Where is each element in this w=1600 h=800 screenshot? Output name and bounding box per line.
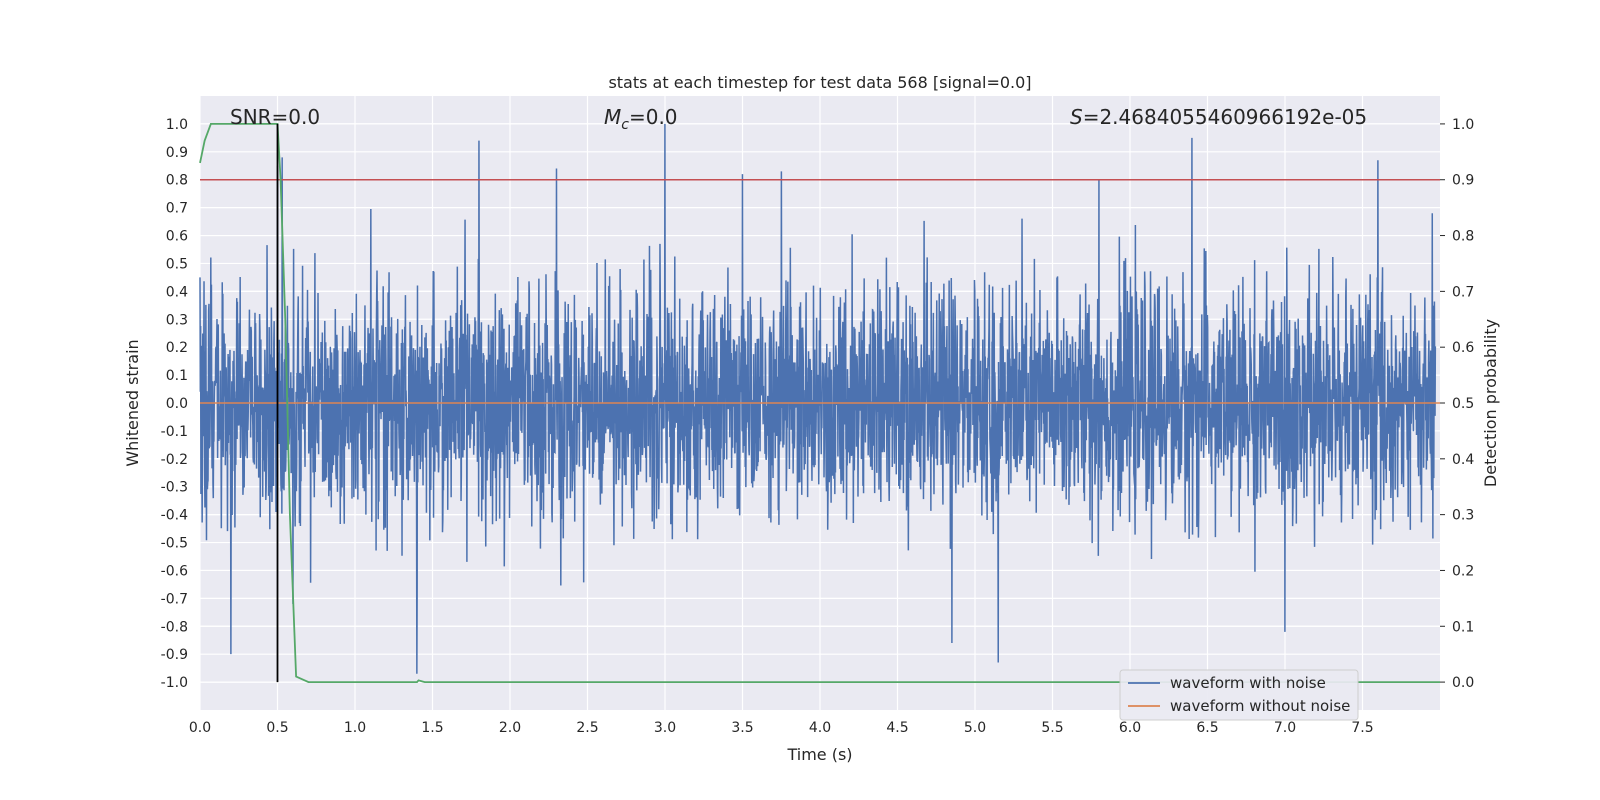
- y-tick-label: 0.9: [166, 145, 188, 161]
- y2-tick-label: 0.0: [1452, 675, 1474, 691]
- x-tick-label: 0.0: [189, 720, 211, 736]
- x-axis-label: Time (s): [786, 745, 852, 764]
- y-tick-label: -0.1: [161, 424, 188, 440]
- x-tick-label: 7.0: [1274, 720, 1296, 736]
- y-tick-label: -1.0: [161, 675, 188, 691]
- snr-annotation: SNR=0.0: [230, 105, 320, 129]
- x-tick-label: 3.0: [654, 720, 676, 736]
- y-tick-label: -0.9: [161, 647, 188, 663]
- y-tick-label: -0.6: [161, 563, 188, 579]
- y2-tick-label: 0.3: [1452, 508, 1474, 524]
- plot-content: [199, 123, 1440, 683]
- y-tick-label: 0.5: [166, 256, 188, 272]
- x-tick-label: 7.5: [1351, 720, 1373, 736]
- y-tick-label: 0.7: [166, 201, 188, 217]
- y2-tick-label: 0.7: [1452, 284, 1474, 300]
- x-tick-label: 6.0: [1119, 720, 1141, 736]
- y2-tick-label: 0.5: [1452, 396, 1474, 412]
- x-tick-label: 2.5: [576, 720, 598, 736]
- y2-tick-label: 0.1: [1452, 619, 1474, 635]
- y-tick-label: 0.0: [166, 396, 188, 412]
- x-tick-label: 4.5: [886, 720, 908, 736]
- x-tick-label: 5.0: [964, 720, 986, 736]
- y-tick-label: -0.2: [161, 452, 188, 468]
- y-axis-label: Whitened strain: [123, 339, 142, 466]
- y-tick-label: -0.4: [161, 508, 188, 524]
- y2-tick-label: 0.2: [1452, 563, 1474, 579]
- score-annotation: S=2.4684055460966192e-05: [1070, 105, 1367, 129]
- chart-title: stats at each timestep for test data 568…: [608, 73, 1031, 92]
- chirp-mass-subscript: c: [621, 117, 629, 133]
- legend: waveform with noise waveform without noi…: [1119, 669, 1359, 721]
- y-tick-label: -0.5: [161, 536, 188, 552]
- x-tick-label: 6.5: [1196, 720, 1218, 736]
- chirp-mass-value: =0.0: [629, 105, 678, 129]
- chirp-mass-annotation: Mc=0.0: [604, 105, 678, 133]
- legend-label-clean: waveform without noise: [1170, 697, 1350, 715]
- y2-tick-label: 0.9: [1452, 173, 1474, 189]
- x-tick-label: 5.5: [1041, 720, 1063, 736]
- y-tick-label: -0.3: [161, 480, 188, 496]
- y-tick-label: 0.4: [166, 284, 188, 300]
- x-tick-label: 4.0: [809, 720, 831, 736]
- y-tick-label: 1.0: [166, 117, 188, 133]
- score-value: =2.4684055460966192e-05: [1083, 105, 1367, 129]
- x-tick-label: 1.5: [421, 720, 443, 736]
- series-waveform-with-noise: [199, 123, 1437, 674]
- legend-box: [1119, 669, 1359, 721]
- x-tick-label: 1.0: [344, 720, 366, 736]
- y-tick-label: 0.2: [166, 340, 188, 356]
- y2-tick-label: 1.0: [1452, 117, 1474, 133]
- legend-label-noisy: waveform with noise: [1170, 674, 1326, 692]
- score-symbol: S: [1070, 105, 1083, 129]
- y-tick-label: -0.8: [161, 619, 188, 635]
- y-tick-label: 0.1: [166, 368, 188, 384]
- y2-tick-label: 0.8: [1452, 229, 1474, 245]
- y2-axis-label: Detection probability: [1481, 319, 1500, 487]
- x-tick-label: 3.5: [731, 720, 753, 736]
- y-tick-label: 0.3: [166, 312, 188, 328]
- y2-tick-label: 0.6: [1452, 340, 1474, 356]
- axes: 0.0 0.5 1.0 1.5 2.0 2.5 3.0 3.5 4.0 4.5 5.0 5.5 6.0 6…: [161, 117, 1475, 736]
- chirp-mass-symbol: M: [604, 105, 621, 129]
- x-tick-label: 2.0: [499, 720, 521, 736]
- y-tick-label: -0.7: [161, 591, 188, 607]
- x-tick-label: 0.5: [266, 720, 288, 736]
- y-tick-label: 0.6: [166, 229, 188, 245]
- y-tick-label: 0.8: [166, 173, 188, 189]
- series-detection-probability: [199, 123, 1440, 683]
- y2-tick-label: 0.4: [1452, 452, 1474, 468]
